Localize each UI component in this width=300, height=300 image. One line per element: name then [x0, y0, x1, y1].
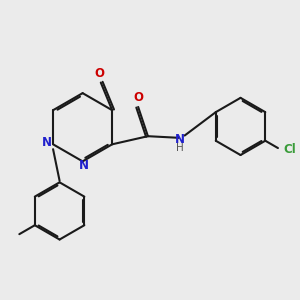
Text: Cl: Cl [284, 143, 297, 156]
Text: N: N [42, 136, 52, 149]
Text: H: H [176, 142, 183, 153]
Text: O: O [133, 91, 143, 104]
Text: N: N [174, 133, 184, 146]
Text: O: O [94, 67, 104, 80]
Text: N: N [79, 159, 89, 172]
